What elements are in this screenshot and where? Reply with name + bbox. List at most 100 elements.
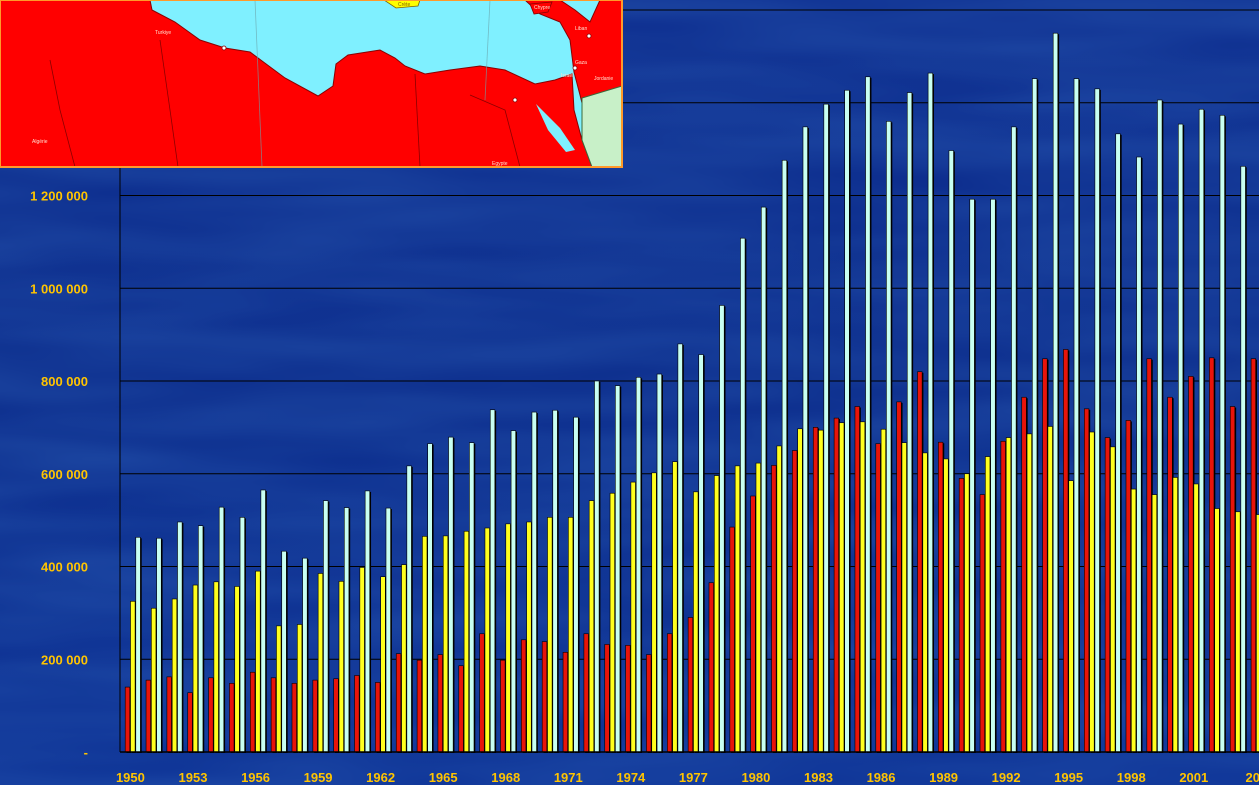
bar-s1-1984 — [839, 422, 845, 753]
bar-s1-1963 — [401, 564, 407, 753]
bar-s2-1994 — [1052, 32, 1059, 753]
y-tick-label-6: 1 200 000 — [30, 189, 88, 204]
bar-s0-2000 — [1167, 396, 1173, 753]
bar-s1-1959 — [317, 573, 324, 753]
bar-s2-1961 — [364, 490, 371, 753]
bar-s0-1993 — [1021, 396, 1027, 753]
bar-s1-1989 — [943, 458, 949, 753]
bar-s1-2002 — [1214, 508, 1220, 753]
bar-s1-1999 — [1151, 494, 1158, 753]
bar-s0-1956 — [250, 671, 256, 753]
bar-s0-1998 — [1125, 420, 1131, 753]
bar-s1-1953 — [192, 584, 198, 753]
bar-s0-1980 — [750, 495, 756, 753]
bar-s2-1998 — [1136, 156, 1142, 753]
x-tick-label-3: 1959 — [304, 770, 333, 785]
y-tick-label-5: 1 000 000 — [30, 281, 88, 296]
bar-s1-1981 — [776, 445, 782, 753]
bar-s0-1966 — [458, 665, 464, 753]
bar-s2-1999 — [1157, 99, 1163, 753]
bar-s2-1993 — [1032, 78, 1038, 753]
x-tick-label-2: 1956 — [241, 770, 270, 785]
bar-s0-1971 — [562, 651, 568, 753]
bar-s0-1982 — [792, 450, 798, 753]
bar-s0-1967 — [479, 633, 485, 753]
bar-s1-2003 — [1235, 511, 1241, 753]
bar-s0-1951 — [145, 679, 151, 753]
bar-s0-1959 — [312, 679, 318, 753]
bar-s0-1983 — [812, 427, 819, 753]
bar-s2-1987 — [906, 92, 913, 753]
x-tick-label-16: 1998 — [1117, 770, 1146, 785]
bar-s1-1966 — [463, 530, 470, 753]
map-label-jordanie: Jordanie — [594, 76, 613, 82]
bar-s1-1976 — [672, 461, 678, 753]
bar-s2-1990 — [969, 198, 975, 753]
map-red-sea — [536, 104, 575, 152]
bar-s2-1997 — [1115, 133, 1121, 753]
bar-s0-1986 — [875, 443, 881, 753]
bar-s0-1995 — [1063, 349, 1069, 753]
bar-s2-1989 — [948, 150, 954, 753]
x-tick-label-1: 1953 — [179, 770, 208, 785]
bar-s2-1958 — [302, 557, 308, 753]
bar-s2-1979 — [740, 237, 746, 753]
bar-s2-1968 — [510, 430, 517, 753]
x-tick-label-11: 1983 — [804, 770, 833, 785]
y-tick-label-4: 800 000 — [41, 374, 88, 389]
bar-s0-1974 — [625, 645, 631, 753]
bar-s2-1957 — [281, 550, 287, 753]
bar-s0-1991 — [979, 494, 985, 753]
bar-s0-2002 — [1209, 357, 1215, 753]
bar-s0-2004 — [1250, 358, 1256, 753]
bar-s1-1998 — [1131, 488, 1137, 753]
bar-s2-1975 — [656, 373, 662, 753]
bar-s1-1965 — [442, 535, 449, 753]
bar-s1-1993 — [1026, 433, 1032, 753]
bar-s0-1960 — [333, 678, 339, 753]
map-land-green — [581, 85, 623, 168]
bar-s0-1969 — [521, 639, 527, 753]
bar-s1-1960 — [338, 581, 344, 753]
bar-s0-1976 — [666, 633, 673, 753]
bar-s0-1989 — [938, 441, 944, 753]
bar-s1-1997 — [1110, 446, 1116, 753]
bar-s1-1975 — [651, 472, 657, 753]
bar-s0-1978 — [708, 582, 714, 753]
bar-s1-1995 — [1068, 480, 1074, 753]
bar-s2-1969 — [531, 411, 537, 753]
bar-s1-1973 — [609, 492, 615, 753]
bar-s2-1971 — [573, 416, 579, 753]
bar-s2-1992 — [1011, 126, 1017, 753]
bar-s0-1961 — [354, 675, 360, 753]
bar-s0-1968 — [500, 659, 506, 753]
bar-s2-1995 — [1073, 78, 1079, 753]
y-tick-label-0: - — [84, 745, 88, 760]
bar-s1-1962 — [380, 576, 386, 753]
bar-s1-1967 — [484, 527, 490, 753]
bar-s2-1982 — [802, 126, 808, 753]
bar-s1-1994 — [1047, 426, 1053, 753]
bar-s2-1956 — [260, 489, 266, 753]
bar-s0-1985 — [854, 406, 860, 753]
x-tick-label-8: 1974 — [616, 770, 646, 785]
bar-s2-1950 — [135, 536, 141, 753]
bar-s2-1963 — [406, 465, 412, 753]
x-tick-label-5: 1965 — [429, 770, 458, 785]
bar-s0-1953 — [187, 692, 193, 753]
x-tick-label-9: 1977 — [679, 770, 708, 785]
bar-s2-1985 — [865, 76, 871, 753]
map-frame — [0, 0, 623, 168]
bar-s0-1992 — [1000, 440, 1006, 753]
bar-s1-2000 — [1172, 477, 1178, 753]
bar-s1-1985 — [859, 421, 866, 753]
bar-s2-2000 — [1178, 123, 1184, 753]
x-tick-label-18: 200 — [1245, 770, 1259, 785]
x-tick-label-15: 1995 — [1054, 770, 1083, 785]
bar-s0-1981 — [771, 465, 777, 753]
bar-s2-1955 — [239, 517, 245, 753]
bar-s0-1979 — [729, 526, 735, 753]
bar-s2-1953 — [198, 525, 204, 753]
bar-s0-1973 — [604, 644, 610, 753]
